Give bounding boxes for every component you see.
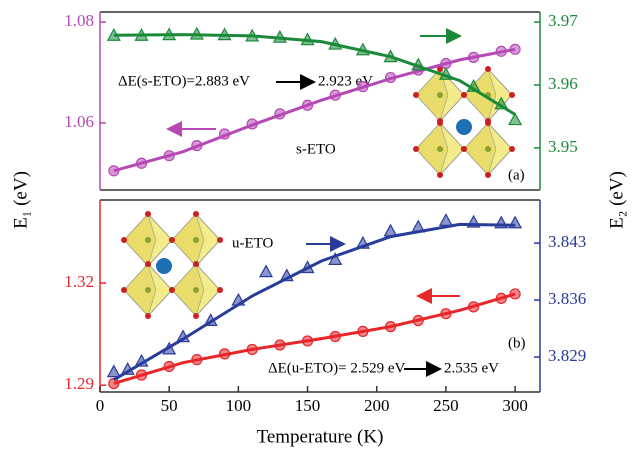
- y2-axis-title: E₂ (eV): [606, 171, 627, 229]
- data-point: [108, 366, 120, 377]
- y2-tick-label: 3.96: [548, 74, 578, 93]
- fit-line: [114, 224, 515, 379]
- x-tick-label: 300: [502, 396, 528, 415]
- x-tick-label: 200: [364, 396, 390, 415]
- y-tick-label: 1.06: [64, 112, 94, 131]
- y-tick-label: 1.08: [64, 11, 94, 30]
- x-tick-label: 150: [295, 396, 321, 415]
- data-point: [385, 225, 397, 236]
- y2-tick-label: 3.843: [548, 232, 586, 251]
- crystal-inset: [121, 211, 223, 319]
- data-point: [509, 114, 521, 125]
- x-tick-label: 0: [96, 396, 105, 415]
- x-tick-label: 100: [226, 396, 252, 415]
- y2-tick-label: 3.829: [548, 346, 586, 365]
- x-tick-label: 50: [161, 396, 178, 415]
- annotation: u-ETO: [232, 235, 274, 251]
- x-tick-label: 250: [433, 396, 459, 415]
- annotation: (a): [508, 167, 525, 183]
- annotation: (b): [508, 335, 526, 351]
- annotation: ΔE(s-ETO)=2.883 eV: [118, 73, 250, 89]
- annotation: 2.535 eV: [444, 360, 499, 376]
- y2-tick-label: 3.95: [548, 137, 578, 156]
- data-point: [260, 266, 272, 277]
- annotation: ΔE(u-ETO)= 2.529 eV: [268, 360, 406, 376]
- data-point: [440, 214, 452, 225]
- y2-tick-label: 3.836: [548, 289, 586, 308]
- y-tick-label: 1.32: [64, 272, 94, 291]
- x-axis-title: Temperature (K): [257, 426, 384, 447]
- figure: ΔE(s-ETO)=2.883 eV 2.923 eV s-ETO (a) u-…: [0, 0, 635, 451]
- annotation: s-ETO: [296, 141, 336, 157]
- y-axis-title: E₁ (eV): [10, 171, 31, 229]
- y2-tick-label: 3.97: [548, 11, 578, 30]
- y-tick-label: 1.29: [64, 374, 94, 393]
